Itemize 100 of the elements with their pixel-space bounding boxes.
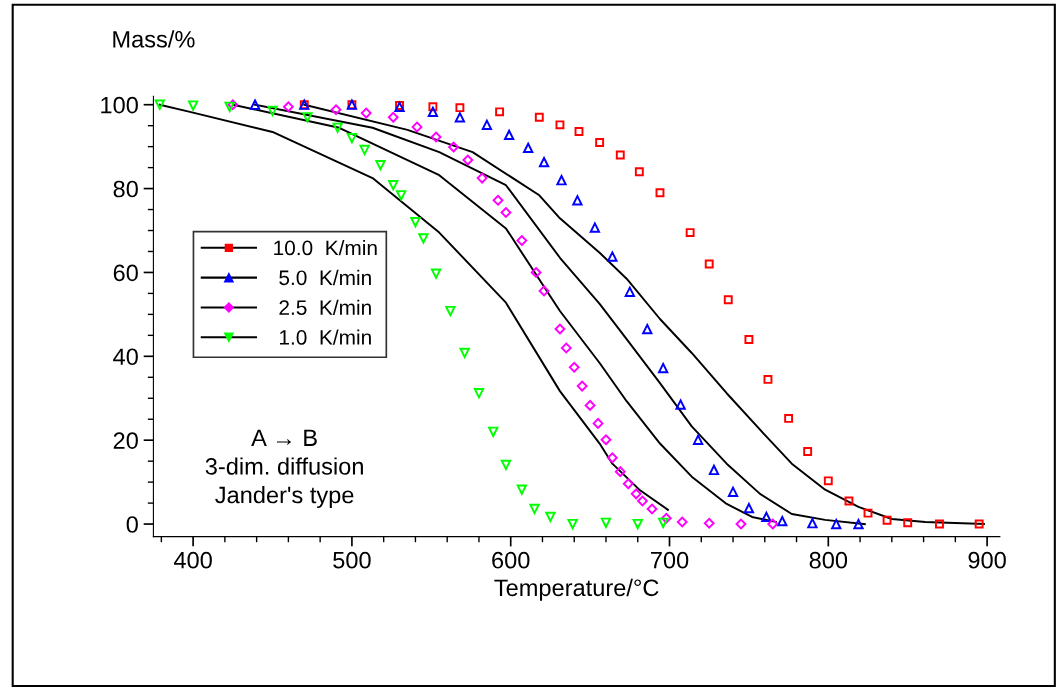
point [332,122,343,133]
point [655,188,665,198]
point [658,362,669,374]
point [703,517,715,529]
point [481,119,493,130]
point [761,511,772,523]
point [410,216,421,228]
y-tick-label: 0 [126,516,138,533]
point [763,374,773,384]
point [267,105,278,117]
legend-label: 10.0 K/min [274,240,377,256]
point [387,111,399,123]
point [555,120,565,130]
point [614,466,626,478]
x-tick-label: 400 [173,551,212,569]
point [744,335,754,344]
point [430,131,442,143]
point [476,172,488,184]
point [708,464,720,476]
point [302,112,313,123]
point [462,154,474,166]
point [600,517,612,528]
point [784,413,794,423]
point [615,150,625,160]
point [530,267,542,278]
point [882,515,892,525]
annotation: Jander's type [215,486,354,509]
point [388,180,399,191]
point [704,259,714,269]
point [574,127,584,136]
point [692,434,704,445]
point [427,106,439,117]
point [660,512,672,524]
point [675,399,686,410]
point [516,235,528,246]
point [375,159,386,171]
y-axis-title: Mass/% [113,30,195,48]
point [723,295,733,305]
point [974,519,984,529]
point [459,347,470,359]
x-tick-label: 700 [651,551,689,569]
point [727,486,739,497]
legend-label: 2.5 K/min [279,299,371,315]
point [556,175,567,186]
point [545,511,556,523]
y-tick-label: 60 [113,264,138,282]
point [428,102,438,112]
point [187,100,199,111]
point [642,323,653,335]
point [529,503,540,515]
annotation: 3-dim. diffusion [205,457,363,475]
point [767,518,779,530]
point [154,99,165,110]
point [803,447,813,456]
point [637,495,648,507]
point [572,195,583,206]
x-tick-label: 900 [968,551,1006,569]
point [903,518,913,528]
point [500,207,512,218]
point [622,478,634,490]
legend-label: 5.0 K/min [279,269,371,286]
point [607,251,618,262]
point [359,144,370,156]
point [538,285,550,297]
point [807,518,818,529]
point [227,99,239,111]
point [492,194,504,206]
point [831,518,842,530]
point [249,99,261,110]
legend-label: 1.0 K/min [279,329,371,345]
point [473,388,485,399]
point [455,103,465,113]
point [411,121,423,133]
point [567,518,578,530]
point [500,459,512,471]
point [844,496,854,506]
y-tick-label: 40 [113,348,138,366]
point [568,361,580,373]
point [743,502,755,514]
point [624,286,635,297]
point [534,112,544,122]
x-axis-title: Temperature/°C [494,578,659,601]
point [777,515,788,527]
point [445,305,456,317]
point [516,484,527,495]
point [584,399,596,411]
point [863,508,873,518]
point [935,519,944,529]
point [853,518,864,530]
point [646,503,658,515]
point [554,323,566,335]
point [346,133,358,144]
point [430,268,442,279]
y-tick-label: 100 [101,96,138,114]
point [606,452,618,464]
point [632,518,643,530]
point [396,190,407,201]
point [503,129,515,141]
point [448,141,459,153]
point [418,233,429,244]
